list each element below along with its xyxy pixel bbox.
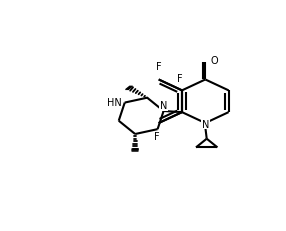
Text: N: N — [202, 119, 209, 129]
Text: N: N — [160, 100, 167, 111]
Text: F: F — [156, 62, 162, 72]
Text: HN: HN — [107, 98, 121, 108]
Text: F: F — [177, 74, 182, 84]
Text: O: O — [210, 55, 218, 66]
Text: F: F — [154, 132, 160, 142]
